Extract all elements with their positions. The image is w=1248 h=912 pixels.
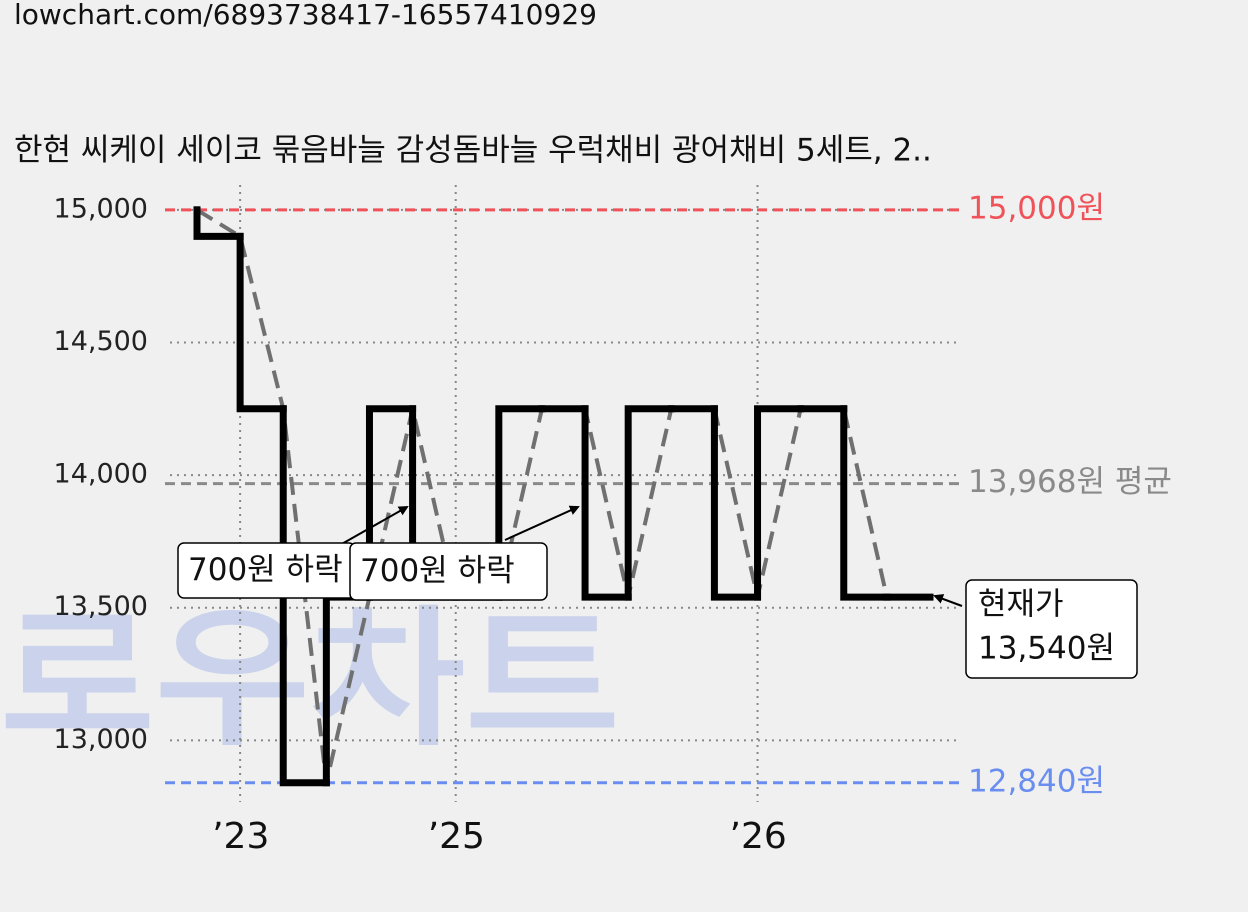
x-tick-label: ’26 — [730, 816, 787, 857]
price-step — [754, 405, 805, 601]
annotation-arrow — [504, 505, 580, 541]
price-step — [193, 206, 244, 240]
price-step — [495, 405, 546, 601]
y-tick-label: 13,500 — [54, 591, 148, 622]
x-tick-label: ’23 — [212, 816, 269, 857]
annotation-box — [349, 542, 548, 601]
annotation-arrow — [933, 594, 963, 607]
price-step — [710, 405, 762, 601]
y-tick-label: 13,000 — [54, 724, 148, 755]
watermark: 로우차트 — [0, 593, 620, 767]
y-tick-label: 14,500 — [54, 326, 148, 357]
y-tick-label: 15,000 — [54, 193, 148, 224]
reference-label: 15,000원 — [968, 190, 1105, 226]
annotation-arrow — [339, 506, 409, 546]
annotation-text: 현재가 — [978, 587, 1064, 623]
price-step — [840, 405, 891, 601]
price-step — [279, 405, 330, 787]
annotation-text: 700원 하락 — [360, 553, 515, 589]
price-step — [581, 405, 632, 601]
x-tick-label: ’25 — [428, 816, 485, 857]
price-step — [365, 405, 417, 601]
reference-label: 12,840원 — [968, 763, 1105, 799]
url: lowchart.com/6893738417-16557410929 — [14, 0, 597, 31]
reference-label: 13,968원 평균 — [968, 464, 1172, 500]
chart-title: 한현 씨케이 세이코 묶음바늘 감성돔바늘 우럭채비 광어채비 5세트, 2.. — [14, 133, 932, 169]
price-step — [236, 232, 287, 413]
y-tick-label: 14,000 — [54, 459, 148, 490]
annotation-box — [965, 579, 1138, 679]
price-step — [624, 405, 675, 601]
annotation-text: 700원 하락 — [188, 552, 343, 588]
annotation-text: 13,540원 — [978, 631, 1115, 667]
